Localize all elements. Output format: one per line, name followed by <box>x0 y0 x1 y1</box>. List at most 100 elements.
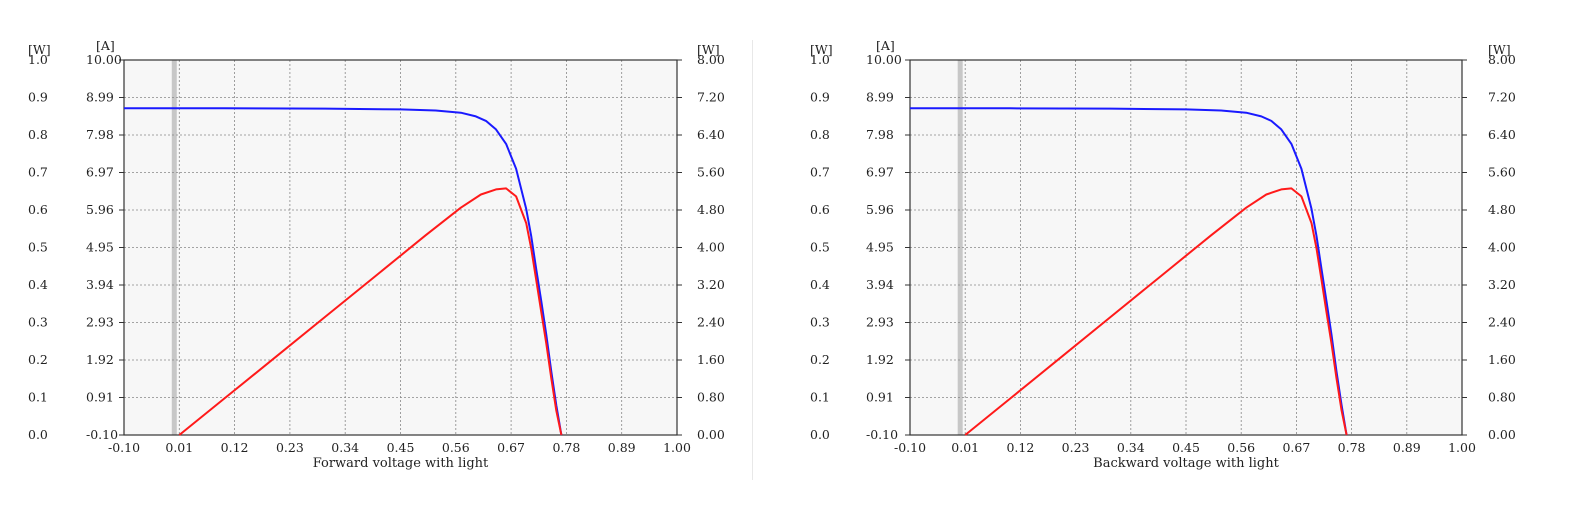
y-tick-label-current: 7.98 <box>86 127 114 142</box>
y-tick-label-current: 7.98 <box>866 127 894 142</box>
x-tick-label: 0.23 <box>276 440 304 455</box>
y-tick-label-current: 1.92 <box>866 352 894 367</box>
y-tick-label-outer: 0.5 <box>28 240 48 255</box>
unit-label-left-inner: [A] <box>876 38 895 53</box>
x-tick-label: 0.78 <box>1338 440 1366 455</box>
x-tick-label: 0.67 <box>497 440 525 455</box>
current-curve <box>124 107 563 436</box>
forward-voltage-chart: -0.10 0.01 0.12 0.23 0.34 0.45 0.56 0.67 0.78 0.8… <box>28 38 725 471</box>
y-tick-label-power: 3.20 <box>1488 277 1516 292</box>
x-tick-label: 0.34 <box>1117 440 1145 455</box>
y-tick-label-current: 0.91 <box>866 390 894 405</box>
y-tick-label-outer: 0.2 <box>28 352 48 367</box>
y-tick-label-current: 1.92 <box>86 352 114 367</box>
x-tick-label: 0.78 <box>552 440 580 455</box>
y-tick-label-power: 7.20 <box>1488 90 1516 105</box>
y-tick-label-outer: 0.3 <box>810 315 830 330</box>
x-tick-label: 0.89 <box>608 440 636 455</box>
y-tick-label-outer: 0.6 <box>810 202 830 217</box>
x-tick-label: 0.56 <box>442 440 470 455</box>
y-tick-label-outer: 0.5 <box>810 240 830 255</box>
y-tick-label-current: 5.96 <box>866 202 894 217</box>
chart-separator <box>752 40 753 480</box>
y-tick-label-power: 0.00 <box>697 427 725 442</box>
y-tick-label-current: 3.94 <box>86 277 114 292</box>
y-tick-label-power: 2.40 <box>697 315 725 330</box>
y-tick-label-outer: 0.8 <box>810 127 830 142</box>
y-tick-label-current: 6.97 <box>86 165 114 180</box>
y-tick-label-outer: 1.0 <box>810 52 830 67</box>
y-tick-label-power: 8.00 <box>697 52 725 67</box>
zero-band <box>171 60 177 435</box>
y-tick-label-current: 0.91 <box>86 390 114 405</box>
y-tick-label-power: 1.60 <box>1488 352 1516 367</box>
y-tick-label-current: 5.96 <box>86 202 114 217</box>
x-tick-label: 0.56 <box>1227 440 1255 455</box>
y-tick-label-power: 2.40 <box>1488 315 1516 330</box>
y-tick-label-power: 4.80 <box>1488 202 1516 217</box>
y-tick-label-outer: 0.3 <box>28 315 48 330</box>
x-tick-label: 0.23 <box>1062 440 1090 455</box>
y-tick-label-power: 3.20 <box>697 277 725 292</box>
y-tick-label-outer: 0.0 <box>810 427 830 442</box>
x-tick-label: 0.89 <box>1393 440 1421 455</box>
x-tick-label: 0.12 <box>221 440 249 455</box>
x-axis-label: Backward voltage with light <box>1093 456 1279 471</box>
y-tick-label-power: 5.60 <box>697 165 725 180</box>
zero-band <box>957 60 963 435</box>
unit-label-right: [W] <box>697 42 720 57</box>
power-curve <box>178 187 563 436</box>
y-tick-label-outer: 0.7 <box>28 165 48 180</box>
x-tick-label: 0.67 <box>1282 440 1310 455</box>
current-curve <box>910 107 1348 436</box>
y-tick-label-outer: 0.4 <box>810 277 830 292</box>
x-tick-label: 0.12 <box>1006 440 1034 455</box>
y-tick-label-current: 2.93 <box>866 315 894 330</box>
y-tick-label-power: 1.60 <box>697 352 725 367</box>
x-tick-label: -0.10 <box>108 440 140 455</box>
y-tick-label-current: 4.95 <box>86 240 114 255</box>
y-tick-label-outer: 0.4 <box>28 277 48 292</box>
x-tick-label: 0.01 <box>165 440 193 455</box>
unit-label-left-inner: [A] <box>96 38 115 53</box>
y-tick-label-current: 10.00 <box>866 52 902 67</box>
x-tick-label: 0.45 <box>387 440 415 455</box>
y-tick-label-current: 6.97 <box>866 165 894 180</box>
y-tick-label-power: 6.40 <box>1488 127 1516 142</box>
backward-voltage-chart: -0.10 0.01 0.12 0.23 0.34 0.45 0.56 0.67 0.78 0.8… <box>810 38 1516 471</box>
y-tick-label-power: 0.80 <box>1488 390 1516 405</box>
unit-label-left-outer: [W] <box>28 42 51 57</box>
y-tick-label-current: -0.10 <box>866 427 898 442</box>
y-tick-label-current: 8.99 <box>86 90 114 105</box>
unit-label-right: [W] <box>1488 42 1511 57</box>
y-tick-label-outer: 0.8 <box>28 127 48 142</box>
y-tick-label-power: 0.80 <box>697 390 725 405</box>
y-tick-label-power: 4.00 <box>1488 240 1516 255</box>
y-tick-label-power: 4.00 <box>697 240 725 255</box>
x-tick-label: 0.34 <box>331 440 359 455</box>
y-tick-label-current: -0.10 <box>86 427 118 442</box>
y-tick-label-outer: 0.2 <box>810 352 830 367</box>
plot-frame <box>909 59 1463 436</box>
x-tick-label: 1.00 <box>1448 440 1476 455</box>
y-tick-label-power: 6.40 <box>697 127 725 142</box>
y-tick-label-outer: 0.1 <box>810 390 830 405</box>
y-tick-label-outer: 0.9 <box>810 90 830 105</box>
plot-frame <box>123 59 678 436</box>
y-tick-label-power: 4.80 <box>697 202 725 217</box>
y-tick-label-current: 3.94 <box>866 277 894 292</box>
y-tick-label-outer: 0.0 <box>28 427 48 442</box>
y-tick-label-power: 7.20 <box>697 90 725 105</box>
x-tick-label: 1.00 <box>663 440 691 455</box>
x-tick-label: 0.45 <box>1172 440 1200 455</box>
y-tick-label-current: 4.95 <box>866 240 894 255</box>
y-tick-label-current: 10.00 <box>86 52 122 67</box>
x-tick-label: 0.01 <box>951 440 979 455</box>
x-axis-label: Forward voltage with light <box>313 456 489 471</box>
power-curve <box>964 187 1348 436</box>
y-tick-label-outer: 0.9 <box>28 90 48 105</box>
y-tick-label-outer: 0.7 <box>810 165 830 180</box>
y-tick-label-current: 8.99 <box>866 90 894 105</box>
y-tick-label-power: 5.60 <box>1488 165 1516 180</box>
x-tick-label: -0.10 <box>894 440 926 455</box>
